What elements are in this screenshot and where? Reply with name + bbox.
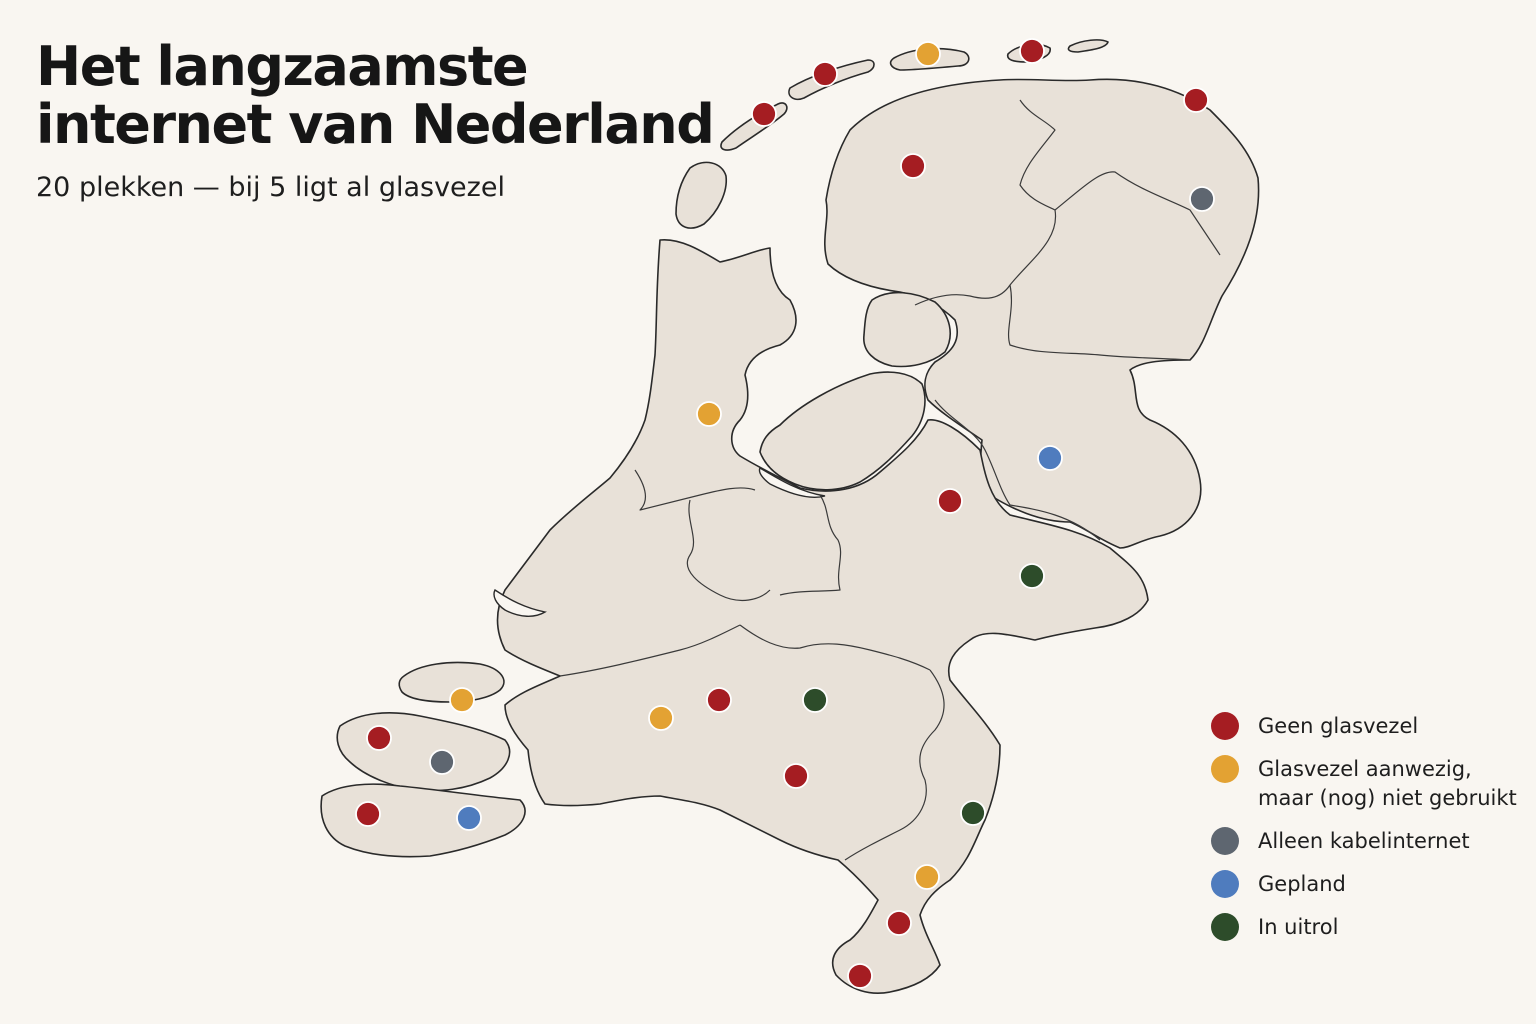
border-utrecht — [686, 499, 771, 602]
location-marker-alleen-kabel[interactable] — [1189, 186, 1215, 212]
land-schouwen — [336, 712, 511, 792]
location-marker-geen-glasvezel[interactable] — [706, 687, 732, 713]
legend-item-alleen-kabel: Alleen kabelinternet — [1211, 827, 1521, 856]
location-marker-geen-glasvezel[interactable] — [886, 910, 912, 936]
border-friesland-drenthe — [914, 209, 1057, 306]
location-marker-glasvezel-aanwezig[interactable] — [915, 41, 941, 67]
location-marker-glasvezel-aanwezig[interactable] — [696, 401, 722, 427]
border-brabant-limburg — [844, 669, 945, 861]
border-utrecht-gelderland — [779, 494, 842, 596]
page-title: Het langzaamste internet van Nederland — [36, 35, 715, 156]
legend-item-glasvezel-aanwezig: Glasvezel aanwezig, maar (nog) niet gebr… — [1211, 755, 1521, 813]
location-marker-gepland[interactable] — [1037, 445, 1063, 471]
border-friesland-groningen — [1019, 99, 1056, 211]
location-marker-geen-glasvezel[interactable] — [1019, 38, 1045, 64]
legend-item-geen-glasvezel: Geen glasvezel — [1211, 712, 1521, 741]
location-marker-in-uitrol[interactable] — [802, 687, 828, 713]
location-marker-geen-glasvezel[interactable] — [355, 801, 381, 827]
header: Het langzaamste internet van Nederland 2… — [36, 35, 715, 204]
location-marker-geen-glasvezel[interactable] — [751, 101, 777, 127]
land-goeree — [398, 661, 505, 703]
land-noordoostpolder — [863, 291, 951, 368]
legend-marker-in-uitrol — [1211, 913, 1239, 941]
legend-label-in-uitrol: In uitrol — [1258, 915, 1339, 939]
location-marker-geen-glasvezel[interactable] — [812, 61, 838, 87]
legend-label-glasvezel-aanwezig: Glasvezel aanwezig, maar (nog) niet gebr… — [1258, 757, 1517, 810]
location-marker-glasvezel-aanwezig[interactable] — [648, 705, 674, 731]
location-marker-geen-glasvezel[interactable] — [937, 488, 963, 514]
location-marker-glasvezel-aanwezig[interactable] — [914, 864, 940, 890]
land-walcheren — [320, 783, 526, 858]
page-subtitle: 20 plekken — bij 5 ligt al glasvezel — [36, 172, 505, 203]
island-texel — [675, 161, 728, 229]
location-marker-geen-glasvezel[interactable] — [847, 963, 873, 989]
location-marker-alleen-kabel[interactable] — [429, 749, 455, 775]
legend-item-gepland: Gepland — [1211, 870, 1521, 899]
border-drenthe-overijssel — [1007, 284, 1191, 361]
legend-marker-alleen-kabel — [1211, 827, 1239, 855]
border-groningen-drenthe — [1054, 171, 1221, 256]
legend-item-in-uitrol: In uitrol — [1211, 913, 1521, 942]
legend-marker-glasvezel-aanwezig — [1211, 755, 1239, 783]
location-marker-gepland[interactable] — [456, 805, 482, 831]
location-marker-geen-glasvezel[interactable] — [783, 763, 809, 789]
title-line-2: internet van Nederland — [36, 93, 715, 156]
water-rivers — [493, 588, 547, 617]
title-line-1: Het langzaamste — [36, 35, 529, 98]
location-marker-geen-glasvezel[interactable] — [900, 153, 926, 179]
legend-label-alleen-kabel: Alleen kabelinternet — [1258, 829, 1470, 853]
location-marker-glasvezel-aanwezig[interactable] — [449, 687, 475, 713]
legend-marker-gepland — [1211, 870, 1239, 898]
land-mainland — [496, 239, 1149, 994]
island-rottumeroog — [1067, 39, 1109, 53]
location-marker-in-uitrol[interactable] — [960, 800, 986, 826]
water-ijsselmeer-channel — [758, 467, 826, 498]
border-zuidholland-brabant — [559, 624, 741, 677]
location-marker-geen-glasvezel[interactable] — [366, 725, 392, 751]
legend-label-geen-glasvezel: Geen glasvezel — [1258, 714, 1419, 738]
map-legend: Geen glasvezel Glasvezel aanwezig, maar … — [1211, 712, 1521, 956]
land-flevoland — [759, 371, 926, 491]
border-gelderland-brabant — [739, 624, 931, 671]
location-marker-in-uitrol[interactable] — [1019, 563, 1045, 589]
border-noordholland-zuidholland — [634, 469, 756, 511]
legend-label-gepland: Gepland — [1258, 872, 1346, 896]
border-overijssel-gelderland — [934, 399, 1101, 541]
location-marker-geen-glasvezel[interactable] — [1183, 87, 1209, 113]
legend-marker-geen-glasvezel — [1211, 712, 1239, 740]
